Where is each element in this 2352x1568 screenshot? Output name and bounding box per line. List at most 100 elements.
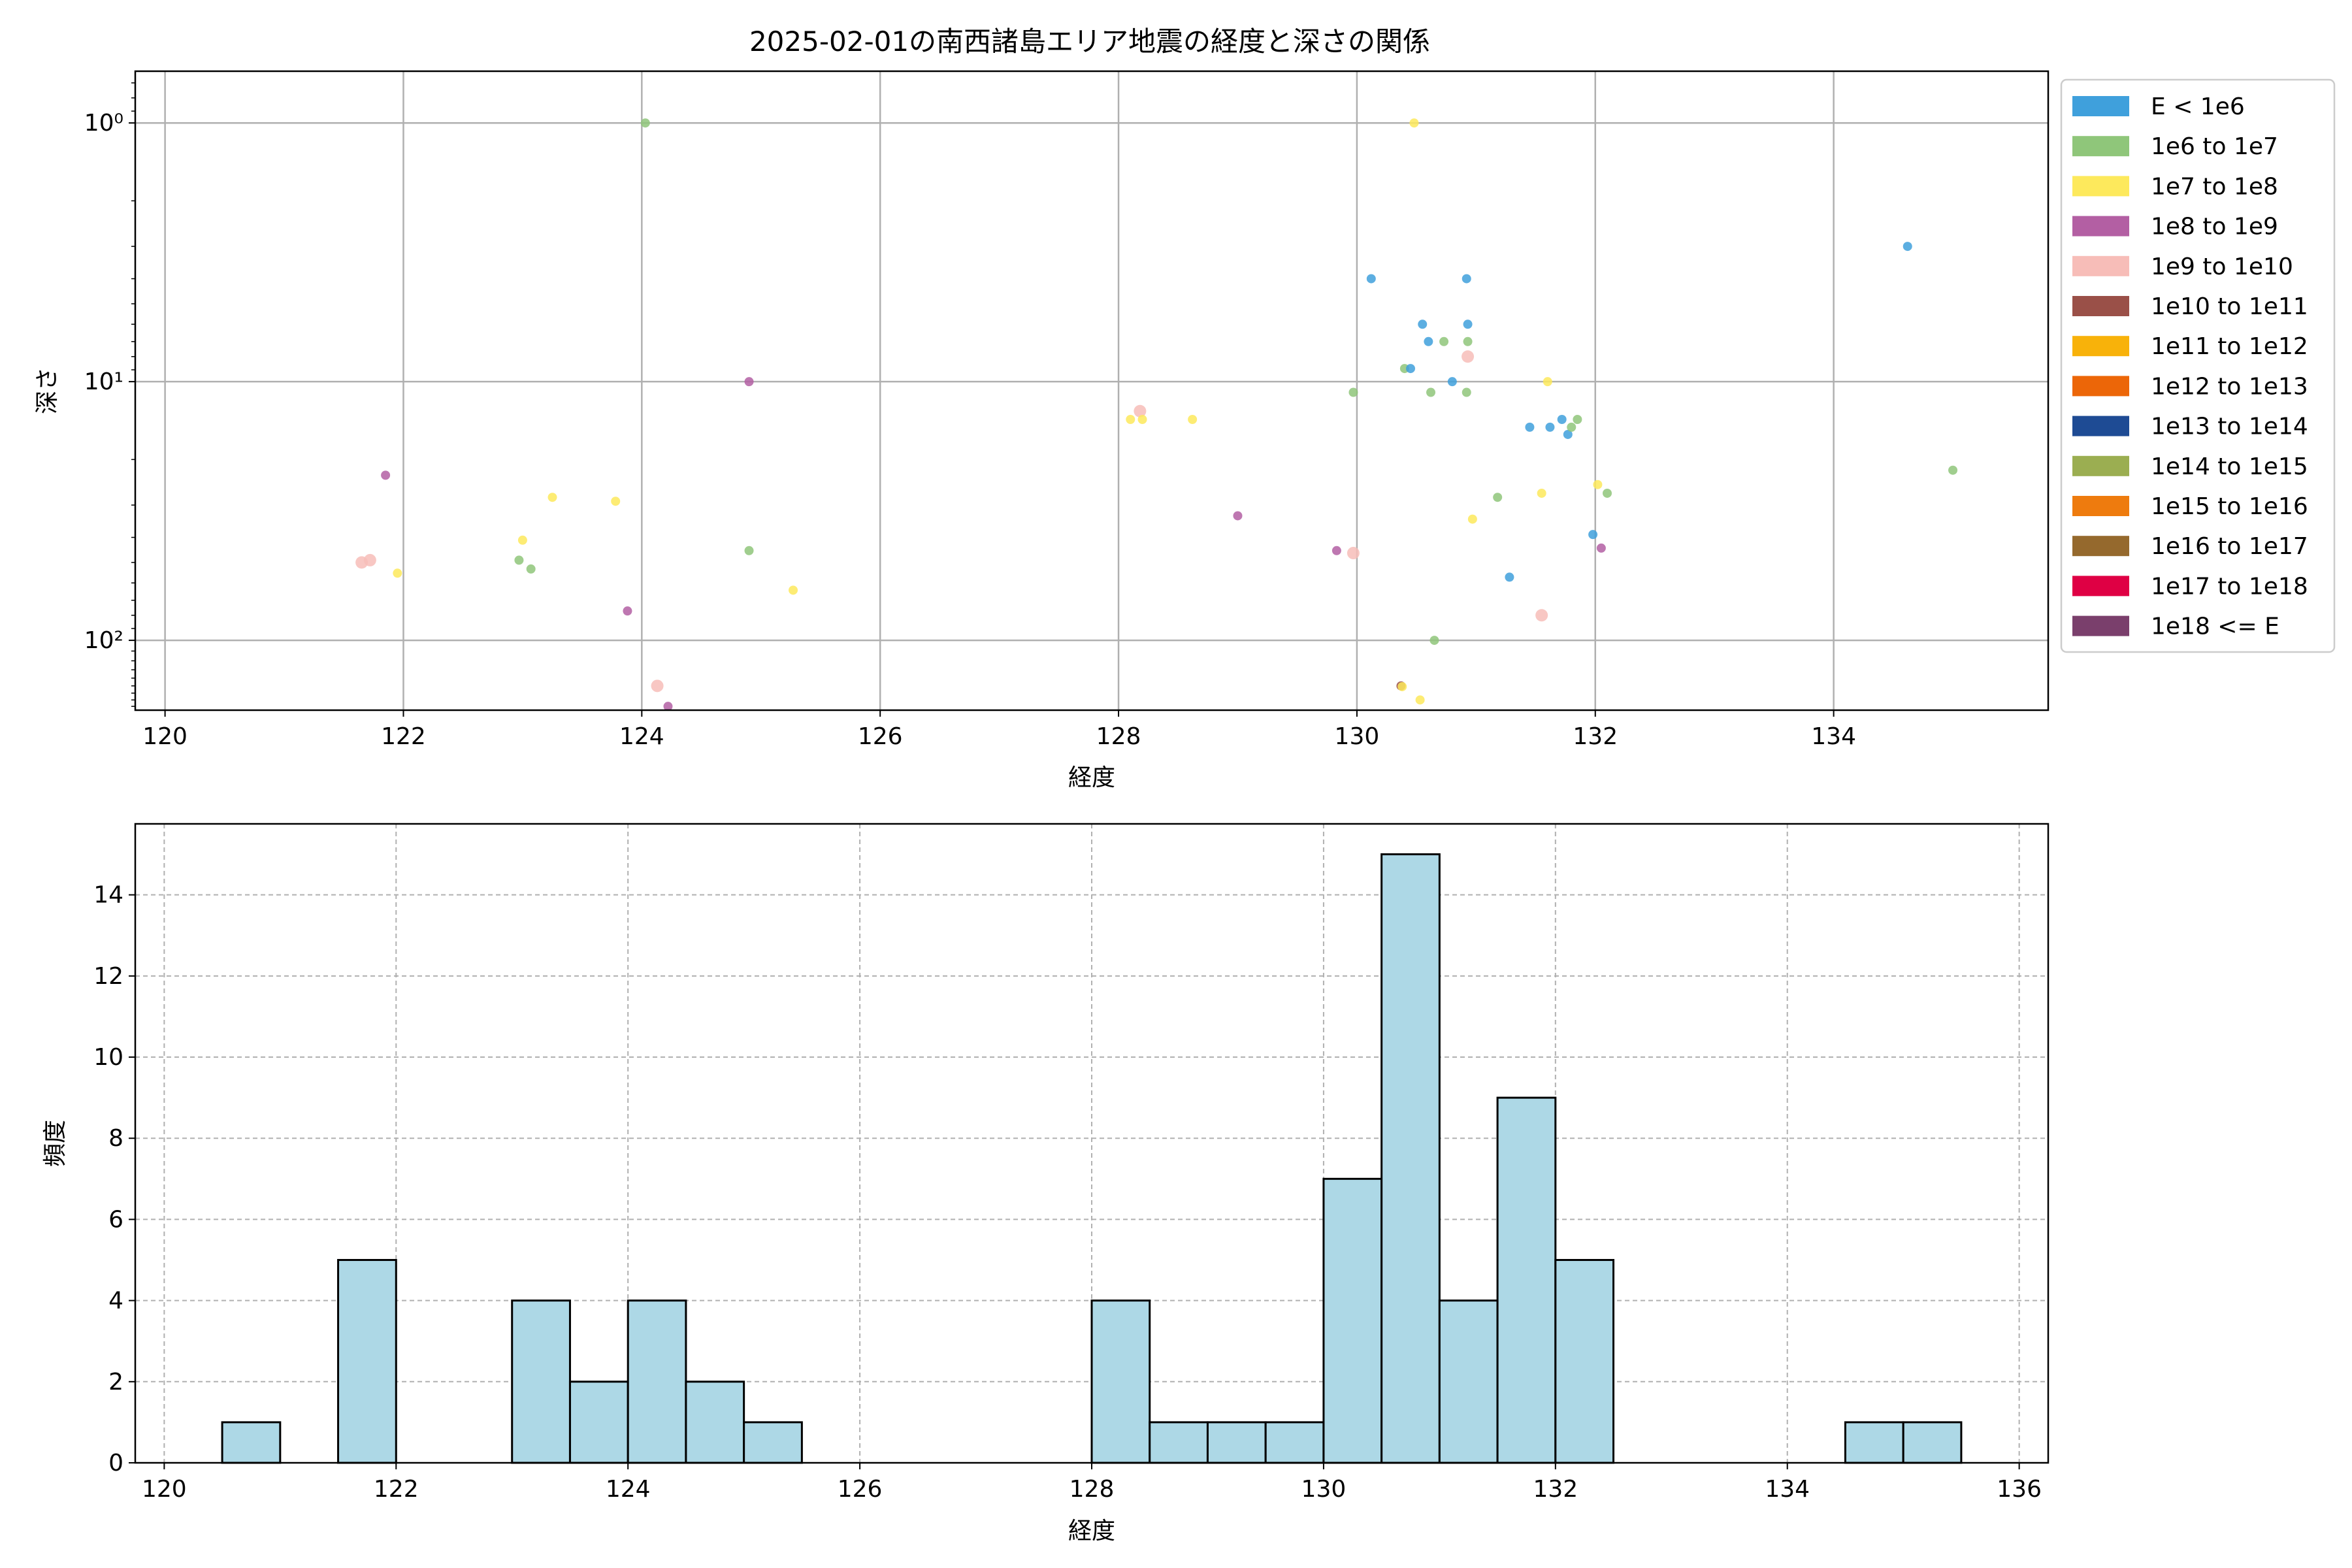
scatter-point bbox=[1545, 422, 1555, 432]
histogram-y-tick-label: 2 bbox=[108, 1369, 123, 1396]
legend-label: 1e16 to 1e17 bbox=[2151, 533, 2308, 560]
legend-swatch bbox=[2072, 336, 2129, 357]
scatter-point bbox=[1233, 511, 1243, 521]
scatter-point bbox=[1331, 546, 1341, 555]
scatter-x-tick-label: 120 bbox=[142, 723, 188, 750]
histogram-x-tick-label: 124 bbox=[606, 1476, 651, 1503]
scatter-point bbox=[1462, 274, 1471, 284]
legend-label: 1e8 to 1e9 bbox=[2151, 214, 2278, 240]
legend-swatch bbox=[2072, 296, 2129, 316]
scatter-point bbox=[1462, 350, 1475, 363]
scatter-point bbox=[1409, 118, 1419, 128]
histogram-y-tick-label: 4 bbox=[108, 1288, 123, 1315]
scatter-x-ticks: 120 122 124 126 128 130 132 134 bbox=[142, 710, 1856, 750]
scatter-title: 2025-02-01の南西諸島エリア地震の経度と深さの関係 bbox=[749, 25, 1430, 57]
scatter-x-tick-label: 134 bbox=[1811, 723, 1856, 750]
scatter-x-tick-label: 126 bbox=[858, 723, 903, 750]
legend-swatch bbox=[2072, 176, 2129, 197]
legend-label: E < 1e6 bbox=[2151, 93, 2245, 120]
scatter-y-ticks: 10⁰ 10¹ 10² bbox=[84, 82, 135, 707]
histogram-panel: 120 122 124 126 128 130 132 134 136 02468101214 … bbox=[42, 823, 2050, 1544]
scatter-point bbox=[1535, 609, 1548, 622]
scatter-point bbox=[1903, 242, 1912, 252]
scatter-point bbox=[363, 553, 376, 566]
histogram-bar bbox=[511, 1299, 571, 1464]
scatter-plot-area bbox=[135, 71, 2048, 710]
histogram-x-label: 経度 bbox=[1068, 1518, 1115, 1544]
histogram-y-tick-label: 14 bbox=[93, 882, 123, 909]
scatter-point bbox=[1447, 377, 1457, 387]
scatter-point bbox=[1543, 377, 1552, 387]
scatter-point bbox=[1596, 543, 1606, 553]
scatter-point bbox=[789, 585, 798, 595]
scatter-point bbox=[1134, 404, 1147, 417]
histogram-bar bbox=[1090, 1299, 1151, 1464]
legend-items: E < 1e6 1e6 to 1e7 1e7 to 1e8 1e8 to 1e9 1e9… bbox=[2072, 93, 2308, 640]
histogram-bar bbox=[1149, 1421, 1209, 1464]
legend-label: 1e12 to 1e13 bbox=[2151, 373, 2308, 400]
histogram-bar bbox=[568, 1380, 629, 1464]
scatter-point bbox=[1418, 319, 1428, 329]
scatter-point bbox=[744, 377, 754, 387]
legend-swatch bbox=[2072, 136, 2129, 157]
scatter-point bbox=[1493, 493, 1503, 502]
legend-label: 1e9 to 1e10 bbox=[2151, 253, 2293, 280]
histogram-y-tick-label: 12 bbox=[93, 963, 123, 990]
scatter-point bbox=[547, 493, 557, 502]
scatter-x-label: 経度 bbox=[1068, 764, 1115, 791]
scatter-point bbox=[1347, 547, 1360, 560]
legend-label: 1e10 to 1e11 bbox=[2151, 293, 2308, 320]
histogram-bar bbox=[1206, 1421, 1267, 1464]
scatter-point bbox=[640, 118, 650, 128]
histogram-bar bbox=[1554, 1259, 1615, 1464]
scatter-point bbox=[1439, 336, 1449, 346]
histogram-bar bbox=[685, 1380, 745, 1464]
scatter-point bbox=[1463, 336, 1473, 346]
scatter-x-tick-label: 124 bbox=[619, 723, 664, 750]
scatter-point bbox=[514, 555, 524, 565]
histogram-y-tick-label: 0 bbox=[108, 1450, 123, 1477]
legend-swatch bbox=[2072, 576, 2129, 596]
scatter-point bbox=[1948, 465, 1958, 475]
histogram-bar bbox=[1902, 1421, 1963, 1464]
histogram-bar bbox=[337, 1259, 397, 1464]
scatter-point bbox=[517, 535, 527, 545]
scatter-y-label: 深さ bbox=[34, 367, 61, 414]
legend-swatch bbox=[2072, 416, 2129, 436]
legend-swatch bbox=[2072, 455, 2129, 476]
scatter-point bbox=[1557, 415, 1567, 425]
scatter-x-tick-label: 132 bbox=[1573, 723, 1618, 750]
scatter-point bbox=[1126, 415, 1135, 425]
histogram-x-tick-label: 128 bbox=[1070, 1476, 1115, 1503]
scatter-point bbox=[1505, 572, 1514, 582]
histogram-x-ticks: 120 122 124 126 128 130 132 134 136 bbox=[142, 1463, 2042, 1503]
scatter-point bbox=[1567, 422, 1576, 432]
histogram-y-tick-label: 6 bbox=[108, 1206, 123, 1233]
histogram-bar bbox=[1264, 1421, 1325, 1464]
scatter-point bbox=[1525, 422, 1535, 432]
scatter-point bbox=[1563, 429, 1573, 439]
scatter-point bbox=[1467, 514, 1477, 524]
scatter-point bbox=[623, 606, 632, 616]
legend-label: 1e6 to 1e7 bbox=[2151, 133, 2278, 160]
scatter-point bbox=[381, 470, 391, 480]
histogram-bar bbox=[627, 1299, 687, 1464]
histogram-frame bbox=[134, 823, 2050, 1464]
legend-label: 1e18 <= E bbox=[2151, 613, 2279, 640]
histogram-x-tick-label: 120 bbox=[142, 1476, 187, 1503]
scatter-gridlines bbox=[135, 71, 2048, 710]
scatter-point bbox=[1415, 695, 1425, 705]
histogram-x-tick-label: 132 bbox=[1533, 1476, 1578, 1503]
legend-swatch bbox=[2072, 496, 2129, 516]
scatter-point bbox=[1426, 387, 1436, 397]
scatter-point bbox=[1429, 636, 1439, 645]
histogram-bar bbox=[1438, 1299, 1499, 1464]
scatter-point bbox=[1397, 681, 1407, 691]
legend-label: 1e13 to 1e14 bbox=[2151, 414, 2308, 440]
histogram-x-tick-label: 134 bbox=[1765, 1476, 1810, 1503]
histogram-y-tick-label: 10 bbox=[93, 1044, 123, 1071]
scatter-point bbox=[744, 546, 754, 555]
histogram-bar bbox=[743, 1421, 803, 1464]
histogram-bar bbox=[221, 1421, 282, 1464]
